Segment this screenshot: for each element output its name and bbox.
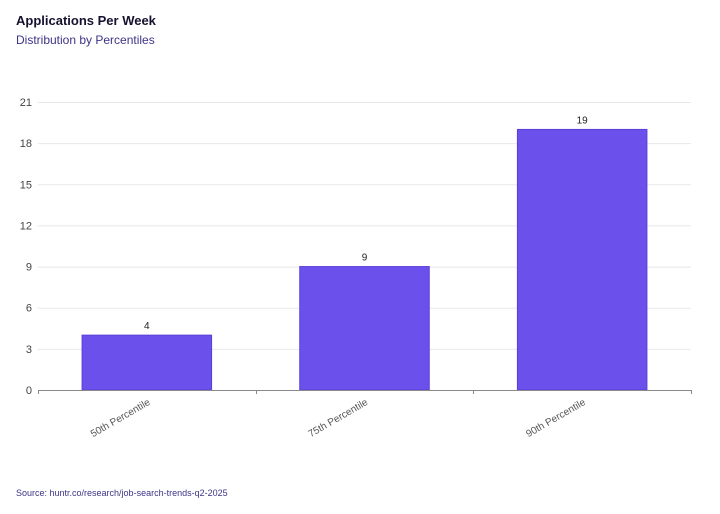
y-tick-label: 18	[20, 138, 32, 150]
y-tick-label: 3	[26, 344, 32, 356]
data-label: 9	[362, 253, 368, 264]
y-tick-label: 9	[26, 262, 32, 274]
y-tick-label: 15	[20, 179, 32, 191]
x-tick-label: 50th Percentile	[89, 397, 153, 440]
x-axis-ticks: 50th Percentile 75th Percentile 90th Perce…	[38, 390, 692, 440]
bars	[81, 128, 648, 391]
bar	[516, 128, 648, 391]
y-tick-label: 0	[26, 385, 32, 397]
source-note: Source: huntr.co/research/job-search-tre…	[16, 488, 228, 498]
y-tick-label: 21	[20, 97, 32, 109]
data-label: 19	[577, 115, 589, 126]
y-tick-label: 6	[26, 303, 32, 315]
data-labels: 4 9 19	[144, 115, 588, 332]
x-tick-label: 90th Percentile	[524, 397, 588, 440]
y-axis-ticks: 0 3 6 9 12 15 18 21	[20, 97, 32, 397]
chart-title: Applications Per Week	[16, 13, 156, 28]
y-tick-label: 12	[20, 220, 32, 232]
x-tick-label: 75th Percentile	[307, 397, 371, 440]
chart-subtitle: Distribution by Percentiles	[16, 33, 155, 47]
bar	[299, 266, 430, 391]
data-label: 4	[144, 321, 150, 332]
bar	[81, 334, 213, 391]
